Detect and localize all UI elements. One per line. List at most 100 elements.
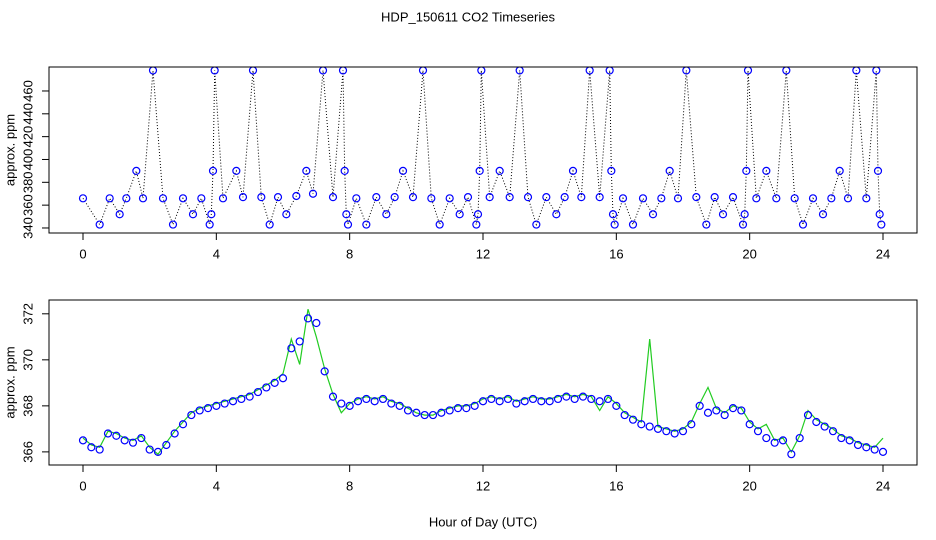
data-point xyxy=(378,394,388,404)
data-point xyxy=(515,67,524,75)
data-point xyxy=(470,401,479,410)
data-point xyxy=(475,166,484,175)
data-point xyxy=(237,394,246,404)
data-point xyxy=(115,210,124,219)
data-point xyxy=(503,394,513,404)
data-point xyxy=(122,194,131,203)
data-point xyxy=(253,387,263,397)
data-point xyxy=(210,67,219,75)
data-point xyxy=(238,193,248,202)
data-point xyxy=(692,193,701,202)
data-point xyxy=(158,194,168,203)
data-point xyxy=(687,420,696,429)
data-point xyxy=(662,427,671,436)
data-point xyxy=(352,194,361,203)
data-point xyxy=(875,210,884,219)
data-point xyxy=(710,193,719,202)
data-point xyxy=(843,194,853,203)
data-point xyxy=(462,404,471,413)
data-point xyxy=(78,436,88,445)
data-point xyxy=(770,438,779,447)
data-point xyxy=(605,67,614,75)
data-point xyxy=(395,401,404,410)
data-point xyxy=(428,410,438,420)
data-point xyxy=(398,166,408,175)
data-point xyxy=(382,210,391,219)
x-tick-label: 8 xyxy=(346,246,353,261)
data-point xyxy=(877,220,886,229)
data-point xyxy=(292,191,301,201)
plot-frame xyxy=(48,66,918,234)
data-point xyxy=(568,166,578,175)
x-tick-label: 4 xyxy=(213,246,220,261)
data-point xyxy=(138,194,148,203)
data-point xyxy=(412,408,421,417)
y-tick-label: 440 xyxy=(20,103,35,125)
data-point xyxy=(862,194,871,203)
data-point xyxy=(78,194,88,203)
x-tick-label: 20 xyxy=(742,246,756,261)
data-point xyxy=(95,445,104,454)
data-point xyxy=(645,422,654,431)
y-tick-label: 400 xyxy=(20,149,35,171)
data-point xyxy=(837,433,846,443)
data-point xyxy=(427,194,436,203)
data-point xyxy=(303,314,313,323)
data-point xyxy=(505,193,514,202)
data-point xyxy=(137,433,146,443)
data-point xyxy=(162,440,171,450)
data-point xyxy=(545,397,554,406)
data-point xyxy=(873,166,883,175)
y-tick-label: 360 xyxy=(20,194,35,216)
data-point xyxy=(495,166,504,175)
x-tick-label: 20 xyxy=(742,478,756,493)
data-point xyxy=(512,399,521,408)
plot-frame xyxy=(48,299,918,466)
data-point xyxy=(112,431,121,440)
data-point xyxy=(808,194,818,203)
data-point xyxy=(188,210,198,219)
x-axis-label: Hour of Day (UTC) xyxy=(429,514,537,529)
data-point xyxy=(472,220,481,229)
chart-title: HDP_150611 CO2 Timeseries xyxy=(381,9,555,24)
data-point xyxy=(853,440,863,450)
data-point xyxy=(220,399,229,408)
data-point xyxy=(463,193,473,202)
data-point xyxy=(408,193,418,202)
data-point xyxy=(778,436,788,445)
y-tick-label: 368 xyxy=(20,395,35,417)
data-point xyxy=(845,436,854,445)
data-point xyxy=(720,410,729,420)
x-tick-label: 24 xyxy=(876,478,890,493)
data-point xyxy=(753,427,763,436)
data-point xyxy=(228,397,238,406)
data-point xyxy=(762,433,771,443)
data-point xyxy=(218,194,228,203)
data-point xyxy=(302,166,311,175)
data-point xyxy=(782,67,791,75)
data-point xyxy=(570,394,579,404)
y-tick-label: 366 xyxy=(20,441,35,463)
y-tick-label: 370 xyxy=(20,349,35,371)
data-point xyxy=(818,210,828,219)
data-point xyxy=(455,210,464,219)
data-point xyxy=(262,383,271,392)
data-point xyxy=(678,427,688,436)
data-point xyxy=(435,220,444,229)
data-point xyxy=(270,378,279,387)
data-point xyxy=(295,337,304,346)
data-point xyxy=(743,67,753,75)
data-point xyxy=(338,67,348,75)
data-point xyxy=(487,394,496,404)
data-point xyxy=(485,193,494,202)
data-point xyxy=(595,397,604,406)
data-point xyxy=(178,420,188,429)
data-point xyxy=(653,424,663,433)
data-point xyxy=(670,429,679,438)
data-point xyxy=(353,397,363,406)
data-point xyxy=(612,401,621,410)
data-point xyxy=(523,193,533,202)
data-point xyxy=(318,67,328,75)
data-point xyxy=(728,404,738,413)
data-point xyxy=(740,210,749,219)
